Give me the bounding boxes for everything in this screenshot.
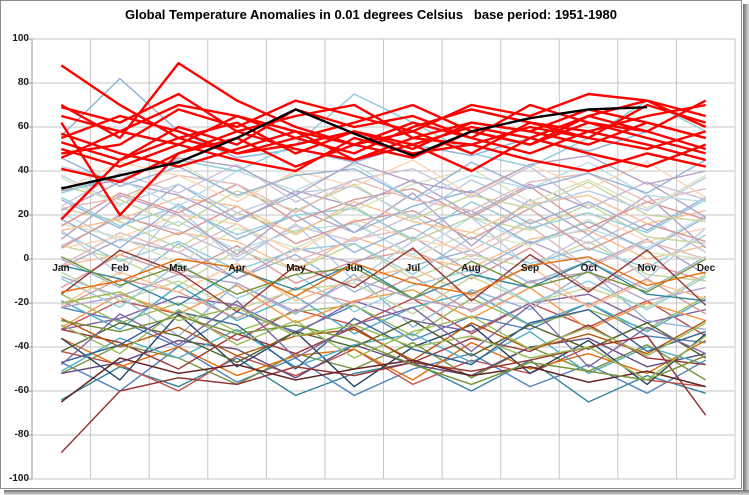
series-line [60, 357, 706, 403]
series-line [61, 260, 706, 306]
series-line [60, 205, 706, 252]
series-line [60, 192, 707, 256]
y-axis-label: 0 [23, 253, 29, 264]
series-line [60, 108, 707, 162]
y-axis-label: 100 [12, 33, 29, 44]
x-month-label: Oct [580, 263, 598, 274]
series-line [60, 99, 707, 155]
y-axis-label: 60 [17, 121, 29, 132]
x-month-label: Apr [228, 263, 246, 274]
series-line [60, 357, 706, 403]
x-month-label: Aug [461, 263, 481, 274]
series-line [61, 337, 706, 379]
series-line [61, 269, 706, 337]
series-line [61, 154, 706, 196]
series-line [60, 275, 707, 320]
series-line [60, 328, 706, 375]
series-line [61, 291, 707, 381]
series-line [61, 212, 706, 254]
series-line [61, 172, 706, 214]
series-line [61, 92, 707, 155]
series-line [60, 231, 707, 276]
y-axis-label: -60 [14, 385, 29, 396]
y-axis-label: 40 [17, 165, 29, 176]
series-line [60, 222, 706, 269]
series-line [60, 183, 706, 230]
series-line [61, 229, 706, 271]
x-month-label: Jul [405, 263, 421, 274]
series-line [60, 157, 707, 201]
series-line [60, 159, 707, 203]
series-line [60, 174, 707, 219]
x-month-label: Jan [52, 263, 70, 274]
series-line [60, 163, 706, 210]
x-month-label: Dec [696, 263, 716, 274]
series-line [60, 284, 706, 331]
x-month-label: Sep [520, 263, 540, 274]
y-axis-label: -40 [14, 341, 29, 352]
y-axis-label: -20 [14, 297, 29, 308]
frame-shadow-right [743, 4, 749, 493]
y-axis-label: 20 [17, 209, 29, 220]
series-line [60, 99, 707, 146]
series-line [61, 315, 706, 386]
x-month-label: Nov [637, 263, 657, 274]
series-line [60, 297, 707, 342]
series-line [60, 108, 707, 221]
x-month-label: Mar [169, 263, 187, 274]
series-line [60, 183, 707, 234]
series-line [61, 106, 648, 190]
series-line [60, 341, 707, 386]
y-axis-label: -80 [14, 429, 29, 440]
plot-svg [28, 38, 736, 480]
series-line [60, 284, 707, 335]
series-line [60, 308, 707, 359]
x-month-label: Feb [111, 263, 129, 274]
y-axis-label: 80 [17, 77, 29, 88]
x-month-label: May [286, 263, 306, 274]
series-line [60, 313, 707, 388]
series-line [61, 256, 706, 298]
series-line [60, 299, 706, 368]
y-axis-label: -100 [8, 473, 29, 484]
series-line [60, 256, 707, 300]
chart-title: Global Temperature Anomalies in 0.01 deg… [124, 7, 618, 22]
series-line [60, 335, 707, 454]
series-line [60, 214, 707, 258]
chart-frame: Global Temperature Anomalies in 0.01 deg… [0, 0, 742, 489]
x-month-label: Jun [345, 263, 363, 274]
series-line [61, 271, 706, 313]
frame-shadow-bottom [4, 490, 749, 495]
